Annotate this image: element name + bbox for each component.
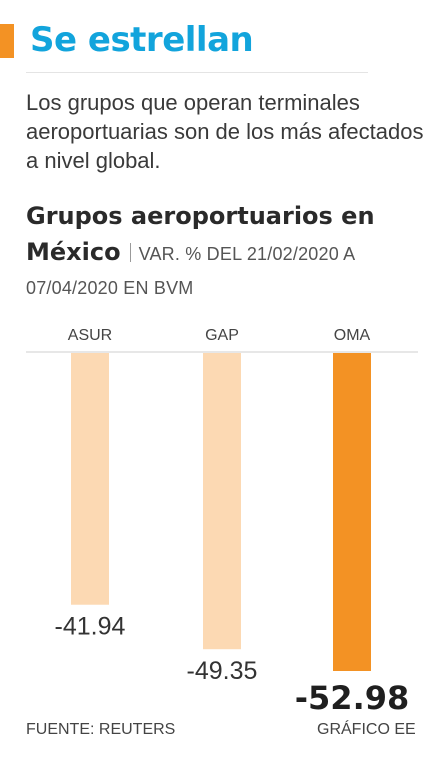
- chart-title-block: Grupos aeroportuarios en México VAR. % DE…: [26, 200, 426, 306]
- bar-gap: [203, 353, 241, 650]
- bar-oma: [333, 353, 371, 671]
- headline-divider: [26, 72, 368, 73]
- chart-title: Grupos aeroportuarios en México: [26, 202, 375, 266]
- value-label-asur: -41.94: [55, 613, 126, 641]
- source-note: FUENTE: REUTERS: [26, 721, 176, 738]
- category-label-asur: ASUR: [68, 327, 112, 344]
- value-label-gap: -49.35: [187, 657, 258, 685]
- bar-asur: [71, 353, 109, 605]
- credit-note: GRÁFICO EE: [317, 721, 416, 738]
- accent-bar: [0, 24, 14, 58]
- title-separator: [129, 243, 131, 262]
- category-label-gap: GAP: [205, 327, 239, 344]
- headline: Se estrellan: [30, 20, 254, 60]
- value-label-oma: -52.98: [295, 679, 410, 717]
- chart-subtitle: VAR. % DEL 21/02/2020 A 07/04/2020 EN BV…: [26, 244, 355, 298]
- intro-text: Los grupos que operan terminales aeropor…: [26, 90, 424, 173]
- category-label-oma: OMA: [334, 327, 371, 344]
